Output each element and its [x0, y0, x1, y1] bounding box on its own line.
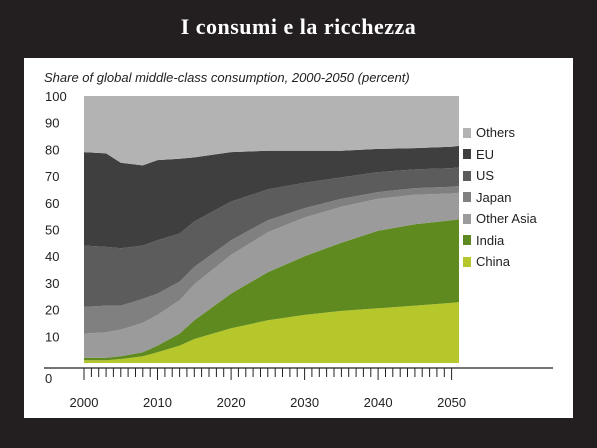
legend-swatch: [463, 192, 471, 203]
legend-label: China: [476, 254, 510, 270]
legend-swatch: [463, 213, 471, 224]
chart-title: Share of global middle-class consumption…: [44, 70, 410, 85]
chart-legend: Others EU US Japan Other Asia India China: [463, 122, 537, 273]
y-tick-label: 70: [45, 169, 59, 184]
y-tick-label: 90: [45, 116, 59, 131]
x-tick-label: 2030: [290, 395, 319, 410]
x-tick-label: 2000: [70, 395, 99, 410]
x-tick-label: 2020: [217, 395, 246, 410]
legend-item-other-asia: Other Asia: [463, 208, 537, 230]
legend-swatch: [463, 127, 471, 138]
legend-label: India: [476, 232, 505, 248]
legend-label: Others: [476, 125, 516, 141]
y-tick-label: 40: [45, 249, 59, 264]
y-tick-label: 30: [45, 276, 59, 291]
legend-swatch: [463, 256, 471, 267]
legend-item-eu: EU: [463, 144, 537, 166]
x-tick-label: 2010: [143, 395, 172, 410]
legend-item-china: China: [463, 251, 537, 273]
y-tick-label: 20: [45, 303, 59, 318]
y-tick-label: 50: [45, 223, 59, 238]
area-japan: [84, 186, 459, 334]
y-tick-label: 10: [45, 329, 59, 344]
area-us: [84, 167, 459, 307]
area-others: [84, 96, 459, 166]
y-tick-label: 80: [45, 142, 59, 157]
slide-title: I consumi e la ricchezza: [180, 14, 417, 39]
legend-swatch: [463, 149, 471, 160]
legend-item-us: US: [463, 165, 537, 187]
y-tick-label: 0: [45, 371, 52, 386]
area-eu: [84, 145, 459, 249]
legend-label: EU: [476, 146, 495, 162]
legend-label: Japan: [476, 189, 512, 205]
area-china: [84, 302, 459, 363]
y-tick-label: 100: [45, 89, 67, 104]
legend-item-india: India: [463, 230, 537, 252]
y-tick-label: 60: [45, 196, 59, 211]
x-tick-label: 2050: [437, 395, 466, 410]
legend-label: Other Asia: [476, 211, 537, 227]
area-other-asia: [84, 192, 459, 358]
x-tick-label: 2040: [364, 395, 393, 410]
area-india: [84, 219, 459, 361]
legend-item-others: Others: [463, 122, 537, 144]
legend-swatch: [463, 170, 471, 181]
legend-label: US: [476, 168, 495, 184]
legend-item-japan: Japan: [463, 187, 537, 209]
legend-swatch: [463, 235, 471, 246]
